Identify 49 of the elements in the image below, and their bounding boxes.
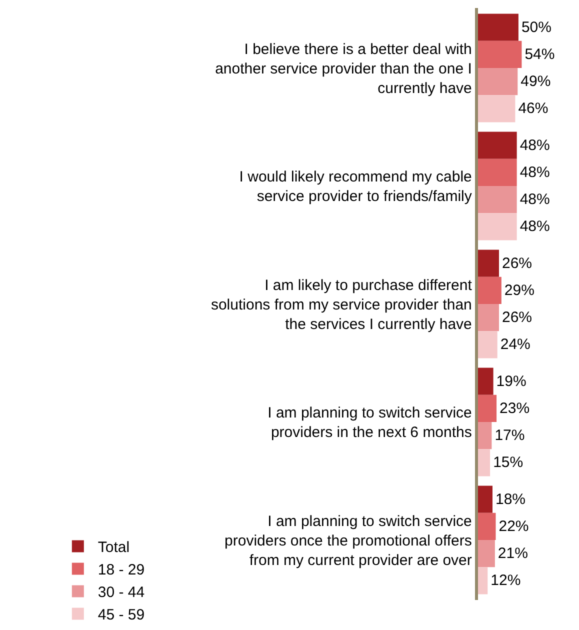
data-label: 29% xyxy=(504,282,534,299)
bar xyxy=(478,331,498,358)
data-label: 12% xyxy=(490,572,521,590)
bar xyxy=(478,540,495,568)
bar xyxy=(478,132,517,159)
bar xyxy=(478,304,499,332)
data-label: 46% xyxy=(518,100,548,118)
data-label: 54% xyxy=(524,46,555,63)
y-tick-label: I would likely recommend my cable service provider to friends/family xyxy=(239,168,472,205)
data-label: 48% xyxy=(520,218,550,236)
legend-label: 18 - 29 xyxy=(98,562,145,579)
data-label: 49% xyxy=(520,73,551,90)
bar xyxy=(478,512,496,540)
legend-label: Total xyxy=(98,539,130,556)
bar xyxy=(478,449,490,476)
data-label: 48% xyxy=(520,164,550,181)
data-label: 48% xyxy=(520,136,550,154)
data-label: 22% xyxy=(498,518,529,535)
bar xyxy=(478,95,516,122)
bar xyxy=(478,486,492,513)
bar xyxy=(478,40,522,68)
data-label: 48% xyxy=(520,191,550,208)
y-tick-label: I believe there is a better deal with another service provider than the one I currently have xyxy=(215,40,472,97)
data-label: 17% xyxy=(494,427,525,444)
data-label: 23% xyxy=(500,400,530,417)
bar xyxy=(478,368,494,395)
y-tick-label: I am planning to switch service providers once the promotional offers from my current provider are over xyxy=(224,512,472,569)
data-label: 21% xyxy=(498,545,528,562)
y-tick-label: I am planning to switch service providers in the next 6 months xyxy=(268,404,472,441)
data-label: 15% xyxy=(493,454,524,472)
bar xyxy=(478,14,518,41)
bar xyxy=(478,68,518,96)
bar xyxy=(478,276,502,304)
legend-label: 45 - 59 xyxy=(98,606,145,624)
data-label: 19% xyxy=(496,372,526,390)
bar xyxy=(478,186,517,214)
data-label: 50% xyxy=(521,18,552,36)
data-label: 24% xyxy=(500,336,530,354)
y-tick-label: I am likely to purchase different solutions from my service provider than the services I currently have xyxy=(210,276,473,333)
bar xyxy=(478,394,497,422)
data-label: 18% xyxy=(496,490,526,508)
legend-label: 30 - 44 xyxy=(98,584,145,602)
bar xyxy=(478,158,517,186)
data-label: 26% xyxy=(502,254,532,272)
bar xyxy=(478,567,488,594)
data-label: 26% xyxy=(502,309,532,326)
bar xyxy=(478,213,517,240)
bar xyxy=(478,422,492,450)
bar xyxy=(478,250,499,277)
